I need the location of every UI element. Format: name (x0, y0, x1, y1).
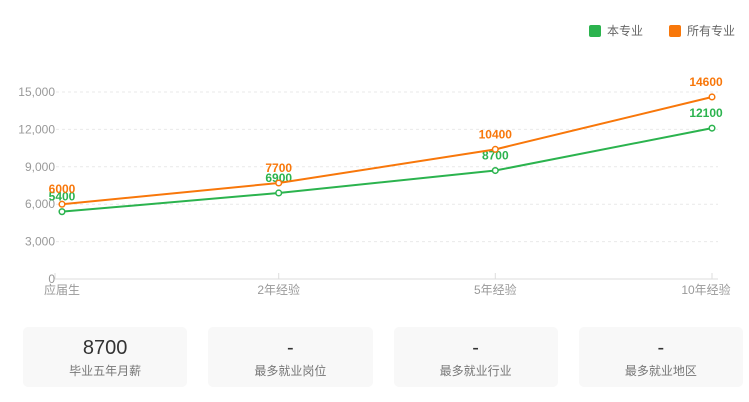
x-axis-category-label[interactable]: 2年经验 (257, 282, 300, 297)
data-point-marker (708, 93, 716, 101)
y-axis-tick-label: 0 (48, 272, 55, 286)
top-region-card[interactable]: - 最多就业地区 (578, 327, 743, 387)
card-value: - (472, 336, 479, 359)
data-point-label: 5400 (49, 190, 76, 204)
card-value: 8700 (82, 336, 128, 359)
series-line-所有专业 (61, 95, 713, 206)
legend-item-this-major[interactable]: 本专业 (588, 24, 643, 38)
y-axis-tick-label: 6,000 (25, 197, 55, 211)
x-axis-category-label[interactable]: 应届生 (44, 282, 80, 297)
y-axis-tick-label: 3,000 (25, 235, 55, 249)
data-point-label: 12100 (689, 106, 723, 120)
card-label: 最多就业地区 (624, 363, 697, 378)
salary-5yr-card[interactable]: 8700 毕业五年月薪 (23, 327, 188, 387)
data-point-label: 8700 (482, 149, 509, 163)
summary-cards: 8700 毕业五年月薪 - 最多就业岗位 - 最多就业行业 - 最多就业地区 (23, 327, 743, 387)
top-industry-card[interactable]: - 最多就业行业 (393, 327, 558, 387)
legend-item-label: 所有专业 (686, 24, 735, 38)
data-point-marker (58, 200, 66, 208)
data-point-label: 10400 (479, 127, 513, 141)
x-axis-category-label[interactable]: 5年经验 (474, 282, 517, 297)
y-axis-tick-label: 15,000 (18, 85, 55, 99)
card-label: 最多就业岗位 (254, 363, 327, 378)
data-point-marker (708, 124, 716, 132)
salary-line-chart: 0 3,000 6,000 9,000 12,000 15,000 应届生 2年经验 5年经验 1… (18, 75, 730, 297)
card-label: 毕业五年月薪 (69, 363, 142, 378)
data-point-marker (275, 189, 283, 197)
card-value: - (657, 336, 665, 359)
card-label: 最多就业行业 (439, 363, 512, 378)
legend-item-label: 本专业 (606, 24, 643, 38)
x-axis-category-label[interactable]: 10年经验 (681, 282, 730, 297)
top-job-card[interactable]: - 最多就业岗位 (208, 327, 373, 387)
legend-item-all-majors[interactable]: 所有专业 (668, 24, 735, 38)
y-axis-tick-label: 12,000 (18, 122, 55, 136)
data-point-marker (491, 145, 499, 153)
series-line-本专业 (61, 127, 713, 213)
data-point-label: 14600 (689, 75, 723, 89)
card-value: - (287, 336, 294, 359)
legend-swatch-icon (668, 25, 681, 37)
data-point-marker (275, 179, 283, 187)
data-point-marker (491, 166, 499, 175)
legend-swatch-icon (588, 25, 601, 37)
y-axis-tick-label: 9,000 (25, 160, 55, 174)
data-point-label: 7700 (265, 161, 292, 175)
chart-legend: 本专业 所有专业 (588, 24, 735, 38)
data-point-label: 6000 (49, 182, 76, 196)
data-point-marker (58, 208, 66, 216)
